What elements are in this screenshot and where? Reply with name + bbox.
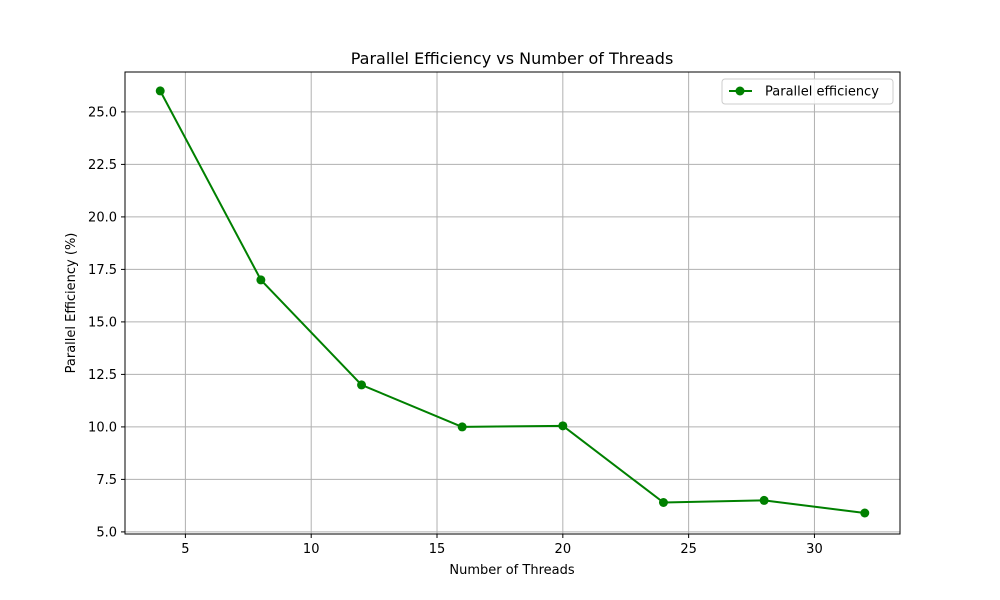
data-point — [457, 422, 467, 432]
x-tick-label: 5 — [181, 542, 189, 557]
data-point — [357, 380, 367, 390]
chart-title: Parallel Efficiency vs Number of Threads — [351, 49, 674, 68]
x-axis-label: Number of Threads — [449, 563, 574, 578]
series-layer — [155, 86, 870, 518]
y-tick-label: 5.0 — [96, 525, 117, 540]
y-axis-ticks: 5.0 7.5 10.0 12.5 15.0 17.5 20.0 22.5 25.0 — [88, 105, 125, 540]
legend-marker-swatch — [735, 86, 745, 96]
x-tick-label: 10 — [303, 542, 320, 557]
data-point — [558, 421, 568, 431]
y-tick-label: 7.5 — [96, 473, 117, 488]
x-tick-label: 15 — [429, 542, 446, 557]
x-axis-ticks: 5 10 15 20 25 30 — [181, 534, 823, 557]
legend: Parallel efficiency — [721, 78, 894, 105]
data-point — [256, 275, 266, 285]
y-tick-label: 20.0 — [88, 210, 117, 225]
data-point — [759, 495, 769, 505]
y-tick-label: 12.5 — [88, 368, 117, 383]
data-point — [155, 86, 165, 96]
plot-area-frame — [124, 71, 901, 535]
legend-label: Parallel efficiency — [765, 85, 879, 100]
grid — [125, 72, 900, 534]
x-tick-label: 20 — [555, 542, 572, 557]
y-tick-label: 22.5 — [88, 158, 117, 173]
data-point — [860, 508, 870, 518]
data-point — [658, 498, 668, 507]
y-tick-label: 15.0 — [88, 315, 117, 330]
x-tick-label: 30 — [806, 542, 823, 557]
x-tick-label: 25 — [680, 542, 697, 557]
series-line — [159, 90, 865, 514]
y-tick-label: 25.0 — [88, 105, 117, 120]
y-tick-label: 10.0 — [88, 420, 117, 435]
y-tick-label: 17.5 — [88, 263, 117, 278]
legend-box — [721, 78, 894, 105]
y-axis-label: Parallel Efficiency (%) — [64, 233, 79, 374]
